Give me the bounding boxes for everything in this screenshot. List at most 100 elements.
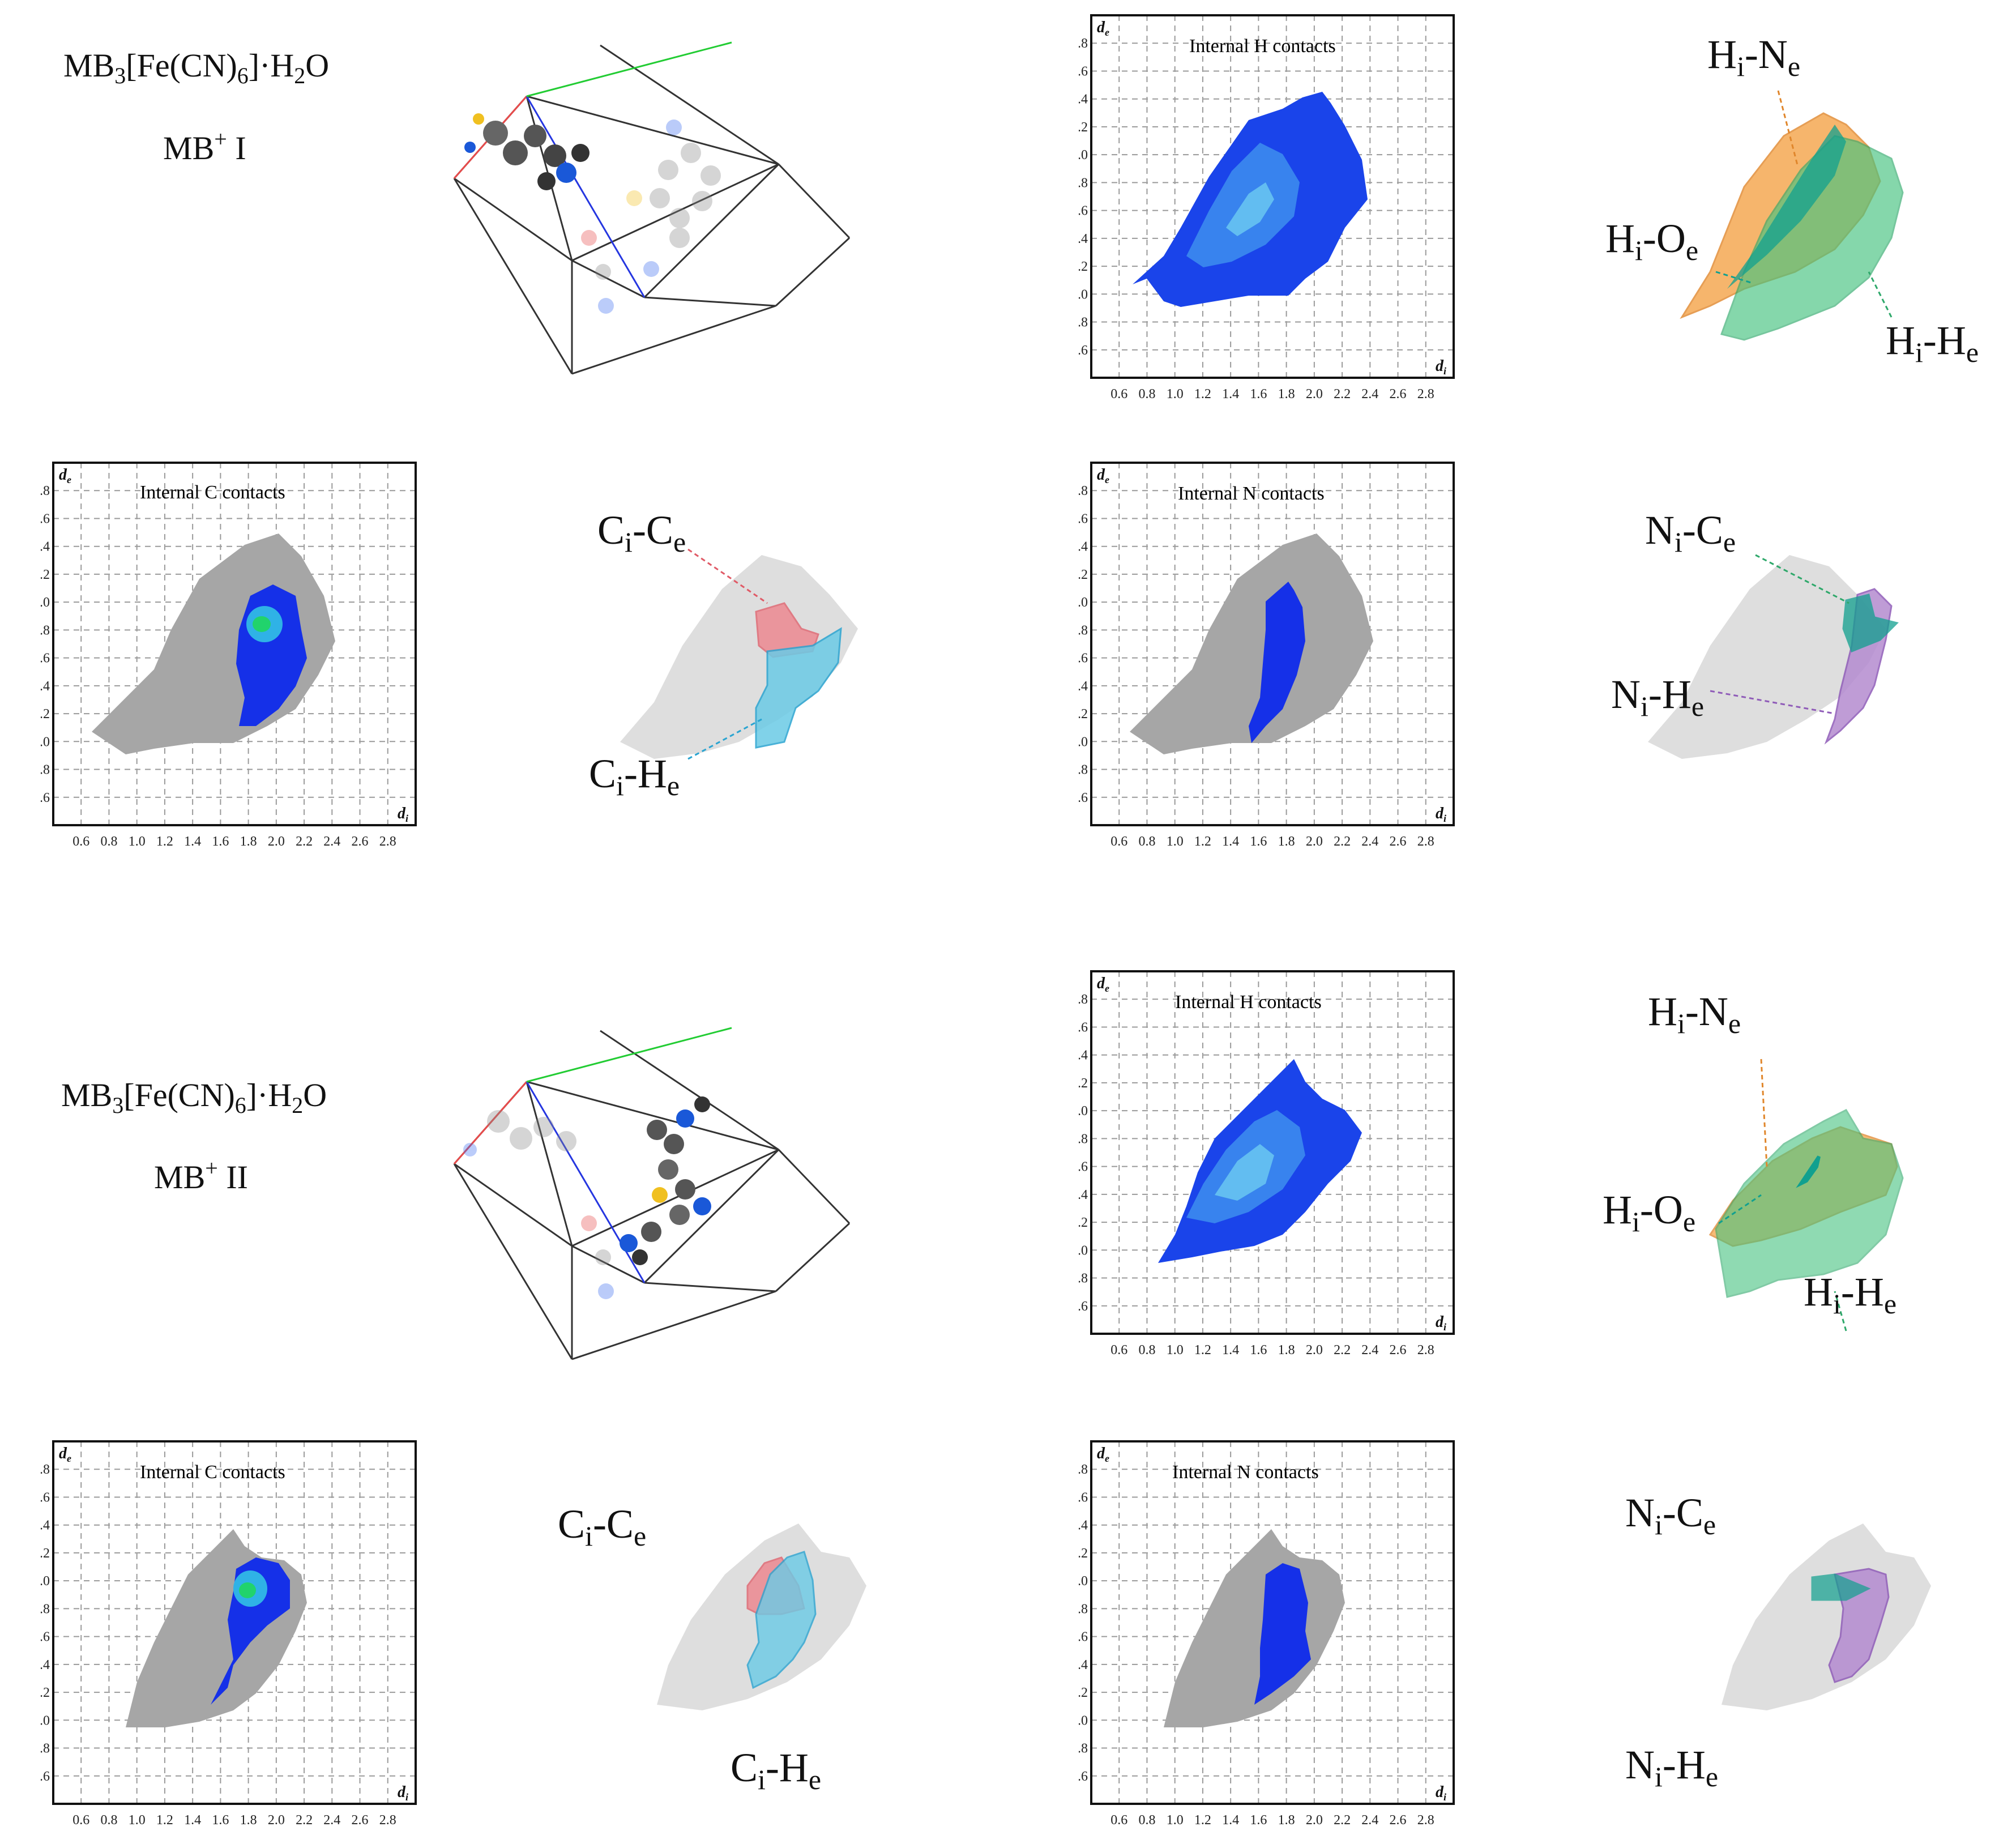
plot-border — [52, 1440, 417, 1805]
decomposition-h-2 — [1708, 1059, 1904, 1331]
x-tick-label: 2.2 — [296, 1813, 313, 1828]
x-tick-label: 2.2 — [1334, 834, 1351, 849]
x-tick-label: 1.8 — [1278, 1813, 1295, 1828]
x-tick-label: 2.6 — [1390, 1343, 1407, 1358]
x-tick-label: 1.0 — [1167, 1343, 1184, 1358]
y-tick-label: 2.0 — [1079, 595, 1088, 610]
y-tick-label: 0.8 — [41, 1742, 50, 1756]
y-tick-label: 0.8 — [41, 763, 50, 778]
x-tick-label: 1.2 — [1194, 1813, 1211, 1828]
x-tick-label: 2.4 — [323, 1813, 340, 1828]
decomposition-c-1 — [620, 548, 858, 760]
x-tick-label: 2.6 — [1390, 387, 1407, 402]
decomposition-n-2 — [1722, 1523, 1931, 1710]
cation-label: MB+ II — [154, 1155, 248, 1196]
label-hi-he: Hi-He — [1886, 318, 1979, 368]
x-tick-label: 1.2 — [1194, 1343, 1211, 1358]
x-axis-label: di — [1436, 357, 1446, 377]
y-tick-label: 1.8 — [1079, 176, 1088, 190]
x-tick-label: 1.2 — [156, 1813, 173, 1828]
x-tick-label: 1.4 — [1222, 387, 1239, 402]
decomposition-h-1 — [1680, 90, 1904, 341]
x-axis-label: di — [1436, 1783, 1446, 1803]
y-tick-label: 2.2 — [1079, 120, 1088, 135]
x-tick-label: 1.0 — [129, 1813, 146, 1828]
plot-title: Internal N contacts — [1178, 483, 1325, 504]
x-tick-label: 0.6 — [72, 834, 89, 849]
x-tick-label: 1.2 — [1194, 834, 1211, 849]
x-tick-label: 0.6 — [1110, 834, 1127, 849]
y-tick-label: 1.4 — [1079, 232, 1088, 246]
cation-label: MB+ I — [163, 126, 246, 167]
label-hi-ne: Hi-Ne — [1707, 32, 1801, 82]
plot-frame: 0.6 0.8 1.0 1.2 1.4 1.6 1.8 2.0 2.2 2.4 2.6 2.8 0.6 0… — [1079, 1440, 1455, 1828]
plot-border — [52, 462, 417, 826]
y-tick-label: 2.8 — [41, 1462, 50, 1477]
plot-border — [1090, 462, 1455, 826]
fingerprint-plot-c-1: 0.6 0.8 1.0 1.2 1.4 1.6 1.8 2.0 2.2 2.4 2.6 2.8 0.6 0… — [41, 462, 417, 849]
fingerprint-plot-h-1: 0.6 0.8 1.0 1.2 1.4 1.6 1.8 2.0 2.2 2.4 2.6 2.8 0.6 0… — [1079, 14, 1455, 402]
x-tick-label: 1.6 — [212, 834, 229, 849]
x-tick-label: 1.8 — [240, 1813, 257, 1828]
y-tick-label: 1.2 — [1079, 1215, 1088, 1230]
y-tick-label: 0.6 — [1079, 343, 1088, 358]
y-axis-label: de — [59, 466, 71, 485]
label-ci-ce: Ci-Ce — [597, 507, 686, 558]
y-tick-label: 2.0 — [41, 1574, 50, 1589]
x-tick-label: 1.4 — [1222, 834, 1239, 849]
label-hi-oe: Hi-Oe — [1605, 216, 1699, 266]
y-axis-label: de — [1097, 975, 1109, 994]
y-tick-label: 1.4 — [1079, 679, 1088, 694]
y-tick-label: 1.6 — [41, 1630, 50, 1645]
y-tick-label: 2.6 — [1079, 511, 1088, 526]
x-tick-label: 2.8 — [379, 834, 396, 849]
x-tick-label: 2.0 — [1306, 1343, 1323, 1358]
x-tick-label: 1.6 — [1250, 1813, 1267, 1828]
x-tick-label: 1.4 — [1222, 1813, 1239, 1828]
y-tick-label: 1.0 — [1079, 1713, 1088, 1728]
y-tick-label: 1.6 — [41, 651, 50, 666]
y-tick-label: 1.4 — [1079, 1658, 1088, 1672]
x-tick-label: 0.6 — [1110, 1343, 1127, 1358]
plot-border — [1090, 14, 1455, 379]
y-tick-label: 1.6 — [1079, 651, 1088, 666]
x-tick-label: 1.2 — [1194, 387, 1211, 402]
y-tick-label: 2.4 — [41, 1518, 50, 1533]
y-tick-label: 1.0 — [41, 735, 50, 749]
x-axis-label: di — [398, 805, 408, 824]
y-axis-label: de — [1097, 19, 1109, 38]
x-tick-label: 2.8 — [379, 1813, 396, 1828]
y-tick-label: 1.0 — [1079, 287, 1088, 302]
x-axis-label: di — [1436, 805, 1446, 824]
x-tick-label: 1.4 — [184, 834, 201, 849]
y-tick-label: 2.2 — [41, 1546, 50, 1561]
x-tick-label: 2.2 — [1334, 1813, 1351, 1828]
x-tick-label: 2.2 — [296, 834, 313, 849]
plot-frame: 0.6 0.8 1.0 1.2 1.4 1.6 1.8 2.0 2.2 2.4 2.6 2.8 0.6 0… — [1079, 462, 1455, 849]
x-tick-label: 2.4 — [1361, 834, 1378, 849]
y-tick-label: 2.2 — [1079, 1546, 1088, 1561]
y-tick-label: 1.8 — [1079, 1132, 1088, 1146]
x-tick-label: 1.8 — [240, 834, 257, 849]
x-tick-label: 2.4 — [1361, 1813, 1378, 1828]
y-tick-label: 2.0 — [1079, 1104, 1088, 1119]
plot-title: Internal C contacts — [140, 1462, 285, 1483]
x-tick-label: 2.0 — [1306, 834, 1323, 849]
y-tick-label: 2.8 — [1079, 36, 1088, 51]
label-ni-ce: Ni-Ce — [1645, 507, 1736, 558]
plot-title: Internal C contacts — [140, 482, 285, 503]
compound-formula: MB3[Fe(CN)6]·H2O — [61, 1077, 327, 1118]
x-tick-label: 0.8 — [1138, 834, 1155, 849]
label-ci-he: Ci-He — [731, 1745, 822, 1795]
plot-frame: 0.6 0.8 1.0 1.2 1.4 1.6 1.8 2.0 2.2 2.4 2.6 2.8 0.6 0… — [1079, 14, 1455, 402]
x-tick-label: 0.8 — [1138, 387, 1155, 402]
x-tick-label: 1.0 — [1167, 834, 1184, 849]
y-tick-label: 2.4 — [1079, 1048, 1088, 1063]
x-tick-label: 1.0 — [1167, 387, 1184, 402]
plot-title: Internal H contacts — [1175, 992, 1322, 1013]
x-tick-label: 2.2 — [1334, 387, 1351, 402]
x-tick-label: 2.0 — [1306, 1813, 1323, 1828]
y-tick-label: 2.8 — [41, 484, 50, 498]
y-tick-label: 2.4 — [41, 540, 50, 554]
y-tick-label: 2.2 — [41, 567, 50, 582]
